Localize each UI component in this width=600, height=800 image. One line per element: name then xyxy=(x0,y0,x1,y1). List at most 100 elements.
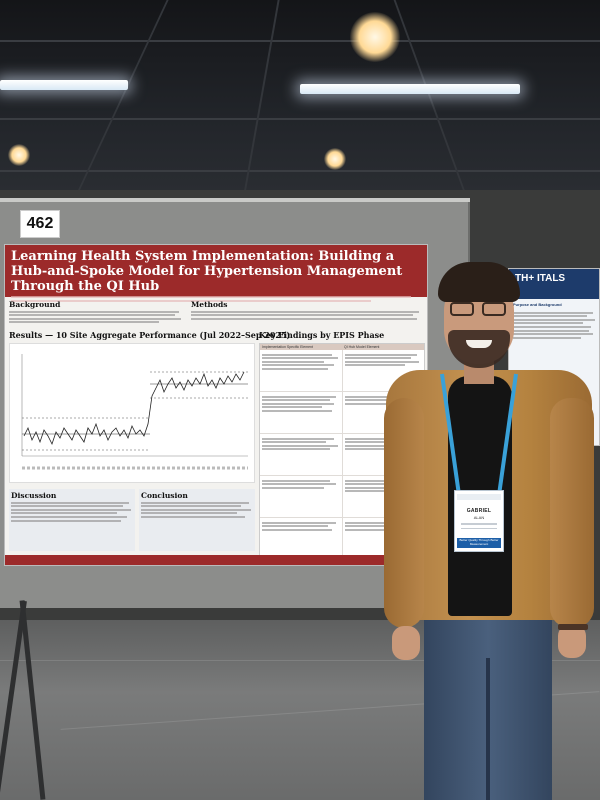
table-cell xyxy=(341,434,425,475)
ceiling-light xyxy=(0,80,128,90)
table-row xyxy=(260,392,424,434)
glasses xyxy=(450,302,508,316)
badge-first-name: GABRIEL xyxy=(466,508,492,514)
glasses-lens xyxy=(450,302,474,316)
neighbor-poster-title: TH+ ITALS xyxy=(509,269,599,299)
text-line xyxy=(344,364,405,367)
text-line xyxy=(262,528,332,531)
spot-light xyxy=(350,12,400,62)
text-line xyxy=(262,402,334,405)
text-line xyxy=(344,437,411,440)
run-chart-svg xyxy=(21,354,248,470)
badge-detail-line xyxy=(461,523,497,525)
text-line xyxy=(344,360,419,363)
poster-board-frame xyxy=(0,198,470,608)
findings-heading: Key Findings by EPIS Phase xyxy=(259,330,385,340)
table-cell xyxy=(260,350,342,391)
ceiling-truss xyxy=(0,170,600,172)
text-line xyxy=(262,486,324,489)
text-line xyxy=(11,519,121,522)
text-line xyxy=(141,501,249,504)
spot-light xyxy=(8,144,30,166)
badge-logo-strip xyxy=(457,494,501,500)
text-line xyxy=(344,483,413,486)
smile xyxy=(466,340,492,348)
table-header-cell: QI Hub Model Element xyxy=(344,345,380,349)
text-line xyxy=(9,310,179,313)
text-line xyxy=(513,315,587,318)
research-poster: Learning Health System Implementation: B… xyxy=(4,244,428,566)
text-line xyxy=(262,395,336,398)
text-line xyxy=(191,314,413,317)
table-row xyxy=(260,476,424,518)
discussion-section: Discussion xyxy=(9,489,135,551)
text-line xyxy=(262,353,332,356)
text-line xyxy=(262,357,338,360)
left-arm xyxy=(384,398,424,628)
text-line xyxy=(262,437,334,440)
table-cell xyxy=(341,476,425,517)
text-line xyxy=(9,321,159,324)
text-line xyxy=(344,479,417,482)
table-cell xyxy=(260,434,342,475)
text-line xyxy=(344,486,419,489)
text-line xyxy=(344,399,419,402)
stand-leg xyxy=(19,600,46,800)
text-line xyxy=(141,515,245,518)
text-line xyxy=(11,505,123,508)
text-line xyxy=(344,490,403,493)
text-line xyxy=(141,508,251,511)
text-line xyxy=(9,317,181,320)
hair xyxy=(438,262,520,302)
badge-last-name: ALAN xyxy=(473,515,485,520)
text-line xyxy=(191,317,417,320)
text-line xyxy=(513,333,593,336)
run-chart-line xyxy=(23,371,245,446)
text-line xyxy=(262,479,330,482)
text-line xyxy=(344,528,417,531)
presenter: GABRIEL ALAN Better Quality Through Bett… xyxy=(380,258,600,800)
text-line xyxy=(262,360,324,363)
conclusion-section: Conclusion xyxy=(139,489,255,551)
text-line xyxy=(344,441,419,444)
background-heading: Background xyxy=(9,300,61,309)
ceiling-truss xyxy=(0,118,600,120)
table-row xyxy=(260,350,424,392)
acknowledgements-bar xyxy=(5,555,427,565)
poster-authors xyxy=(11,296,421,302)
neighbor-poster-body xyxy=(509,307,599,343)
text-line xyxy=(344,395,415,398)
conclusion-heading: Conclusion xyxy=(141,491,188,500)
table-cell xyxy=(341,350,425,391)
spot-light xyxy=(324,148,346,170)
poster-title: Learning Health System Implementation: B… xyxy=(11,249,403,294)
badge-detail-line xyxy=(461,527,497,529)
glasses-lens xyxy=(482,302,506,316)
table-cell xyxy=(341,518,425,560)
wristwatch xyxy=(558,624,588,630)
text-line xyxy=(11,515,127,518)
ceiling-light xyxy=(300,84,520,94)
discussion-heading: Discussion xyxy=(11,491,57,500)
text-line xyxy=(262,441,326,444)
text-line xyxy=(344,353,417,356)
table-cell xyxy=(260,518,342,560)
text-line xyxy=(344,525,409,528)
text-line xyxy=(513,322,583,325)
floor-line xyxy=(0,660,600,661)
text-line xyxy=(262,367,328,370)
background-section: Background xyxy=(9,300,185,325)
name-badge: GABRIEL ALAN Better Quality Through Bett… xyxy=(454,490,504,552)
beard xyxy=(448,330,510,368)
text-line xyxy=(262,483,336,486)
text-line xyxy=(513,311,593,314)
ceiling-truss xyxy=(0,40,600,42)
text-line xyxy=(11,508,131,511)
text-line xyxy=(11,501,129,504)
poster-body: Background Methods Results — 10 Site Agg… xyxy=(5,297,427,565)
text-line xyxy=(344,402,409,405)
text-line xyxy=(262,525,328,528)
text-line xyxy=(513,325,591,328)
epis-table-header: Implementation Specific Element QI Hub M… xyxy=(260,344,424,350)
